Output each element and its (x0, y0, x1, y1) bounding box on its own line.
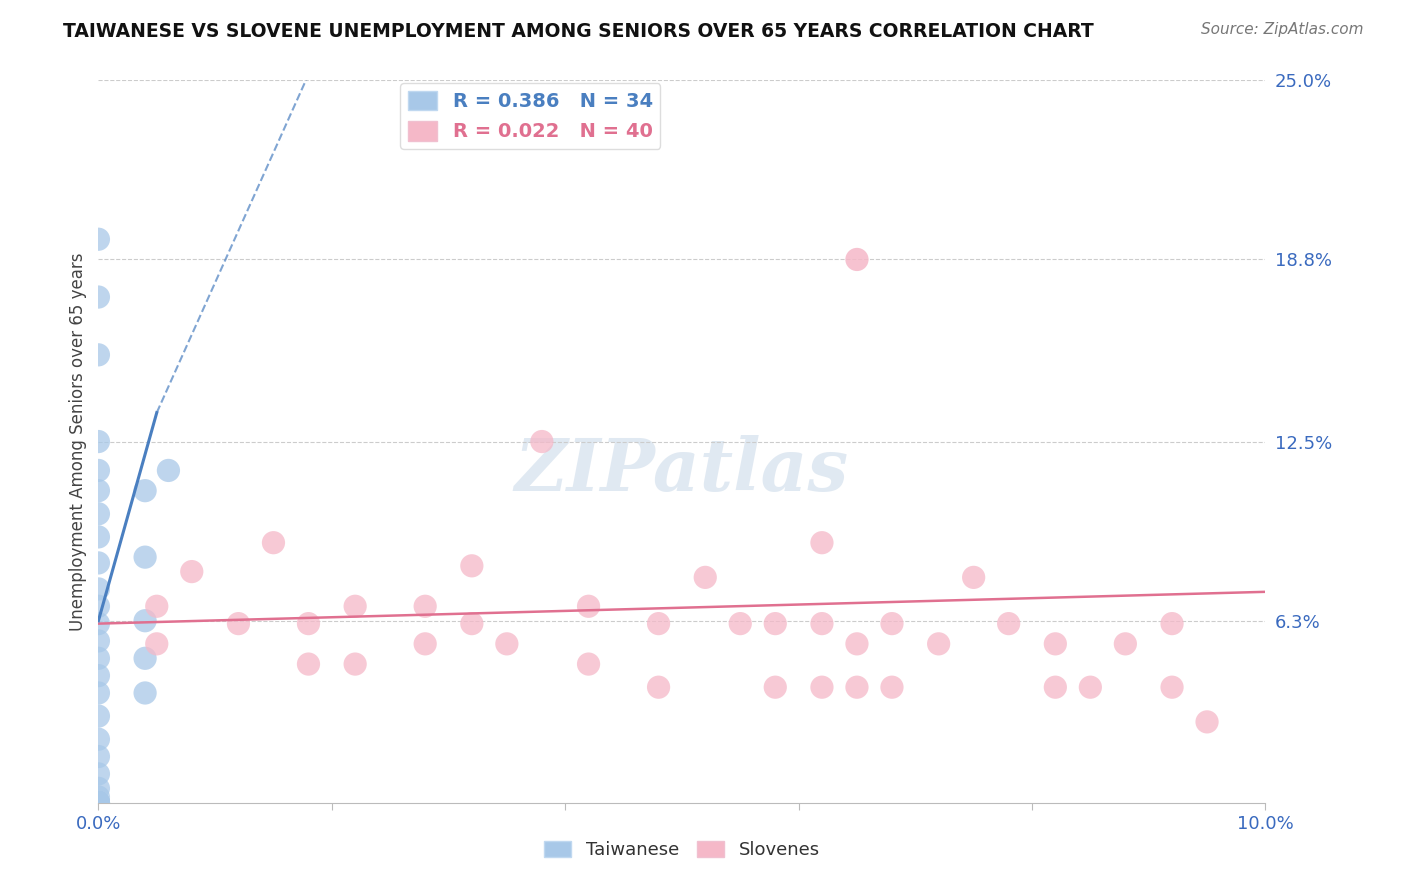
Point (146, 599, 169, 614)
Point (1161, 616, 1184, 631)
Point (297, 657, 319, 671)
Point (1045, 680, 1067, 694)
Point (87, 796, 110, 810)
Point (87, 634, 110, 648)
Point (87, 767, 110, 781)
Point (87, 599, 110, 614)
Point (87, 290, 110, 304)
Point (846, 637, 869, 651)
Point (730, 616, 752, 631)
Point (344, 657, 367, 671)
Point (461, 616, 484, 631)
Point (146, 637, 169, 651)
Point (962, 570, 984, 584)
Point (413, 637, 436, 651)
Point (87, 232, 110, 246)
Point (134, 550, 156, 565)
Point (87, 463, 110, 477)
Point (530, 434, 553, 449)
Point (880, 680, 903, 694)
Point (87, 790, 110, 805)
Point (1195, 714, 1218, 729)
Point (87, 796, 110, 810)
Point (87, 732, 110, 747)
Point (87, 556, 110, 570)
Point (87, 616, 110, 631)
Point (763, 616, 786, 631)
Point (87, 709, 110, 723)
Point (87, 749, 110, 764)
Point (846, 680, 869, 694)
Point (811, 680, 834, 694)
Point (461, 558, 484, 573)
Point (811, 616, 834, 631)
Point (1161, 680, 1184, 694)
Point (846, 252, 869, 267)
Point (811, 535, 834, 549)
Point (87, 651, 110, 665)
Point (1114, 637, 1136, 651)
Point (1045, 637, 1067, 651)
Point (578, 599, 600, 614)
Point (134, 686, 156, 700)
Point (87, 686, 110, 700)
Point (578, 657, 600, 671)
Point (87, 507, 110, 521)
Point (87, 796, 110, 810)
Point (87, 530, 110, 544)
Y-axis label: Unemployment Among Seniors over 65 years: Unemployment Among Seniors over 65 years (69, 252, 87, 631)
Text: Source: ZipAtlas.com: Source: ZipAtlas.com (1201, 22, 1364, 37)
Point (344, 599, 367, 614)
Point (134, 483, 156, 498)
Point (496, 637, 519, 651)
Point (647, 616, 669, 631)
Point (297, 616, 319, 631)
Point (262, 535, 284, 549)
Point (87, 434, 110, 449)
Point (763, 680, 786, 694)
Point (87, 582, 110, 596)
Point (87, 796, 110, 810)
Point (413, 599, 436, 614)
Text: TAIWANESE VS SLOVENE UNEMPLOYMENT AMONG SENIORS OVER 65 YEARS CORRELATION CHART: TAIWANESE VS SLOVENE UNEMPLOYMENT AMONG … (63, 22, 1094, 41)
Point (134, 651, 156, 665)
Point (880, 616, 903, 631)
Point (87, 483, 110, 498)
Point (1080, 680, 1102, 694)
Point (87, 796, 110, 810)
Point (695, 570, 717, 584)
Point (87, 348, 110, 362)
Point (228, 616, 250, 631)
Point (647, 680, 669, 694)
Point (997, 616, 1019, 631)
Point (928, 637, 950, 651)
Point (157, 463, 180, 477)
Text: ZIPatlas: ZIPatlas (515, 435, 849, 506)
Point (87, 796, 110, 810)
Point (134, 614, 156, 628)
Point (180, 565, 202, 579)
Point (87, 781, 110, 796)
Point (87, 668, 110, 682)
Legend: Taiwanese, Slovenes: Taiwanese, Slovenes (537, 833, 827, 866)
